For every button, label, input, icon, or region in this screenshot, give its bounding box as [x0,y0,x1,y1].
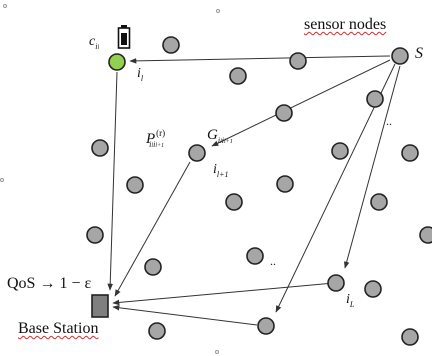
edge-source-to-il1 [211,59,391,147]
sensor-nodes-label: sensor nodes [304,16,387,33]
corner-mark [215,350,219,354]
battery-node [108,53,126,71]
node-iL [327,274,345,292]
ellipsis-right: .. [386,114,392,128]
sensor-node [148,322,166,340]
sensor-node [162,36,180,54]
sensor-node [331,142,349,160]
node-il-label: il [137,66,144,83]
edge-iL-base [112,280,335,306]
corner-mark [216,9,220,13]
base-station-icon [91,294,109,318]
sensor-node [229,67,247,85]
probability-label: P(r)ilil+1 [146,128,166,149]
gain-label: Gilil+1 [207,127,233,145]
sensor-node [246,247,264,265]
sensor-node [91,139,109,157]
corner-mark [3,4,7,8]
corner-mark [0,178,4,182]
sensor-node [86,226,104,244]
sensor-node [275,104,293,122]
ellipsis-bottom: .. [270,254,276,268]
edge-il1-to-base [114,161,191,297]
sensor-node [401,328,419,346]
sensor-node [364,280,382,298]
battery-node-label: cil [89,34,100,51]
sensor-nodes [86,36,432,346]
qos-label: QoS → 1 − ε [7,275,92,292]
sensor-node [419,226,432,244]
edge-il-to-base [107,71,118,291]
edge-source-to-iL [343,65,401,269]
sensor-node [366,90,384,108]
battery-icon [117,25,131,49]
sensor-node [257,317,275,335]
node-il1 [188,144,206,162]
sensor-node [225,193,243,211]
node-il1-label: il+1 [213,162,229,179]
edge-source-to-il [129,55,391,64]
sensor-node [126,176,144,194]
sensor-node [289,52,307,70]
edge-bottom-to-base [112,305,258,326]
node-iL-label: iL [346,292,355,309]
sensor-node [370,193,388,211]
base-station-label: Base Station [18,320,99,337]
sensor-node [144,258,162,276]
source-node [391,47,409,65]
sensor-node [276,175,294,193]
source-label: S [415,45,423,62]
sensor-node [401,144,419,162]
edges [107,55,401,326]
